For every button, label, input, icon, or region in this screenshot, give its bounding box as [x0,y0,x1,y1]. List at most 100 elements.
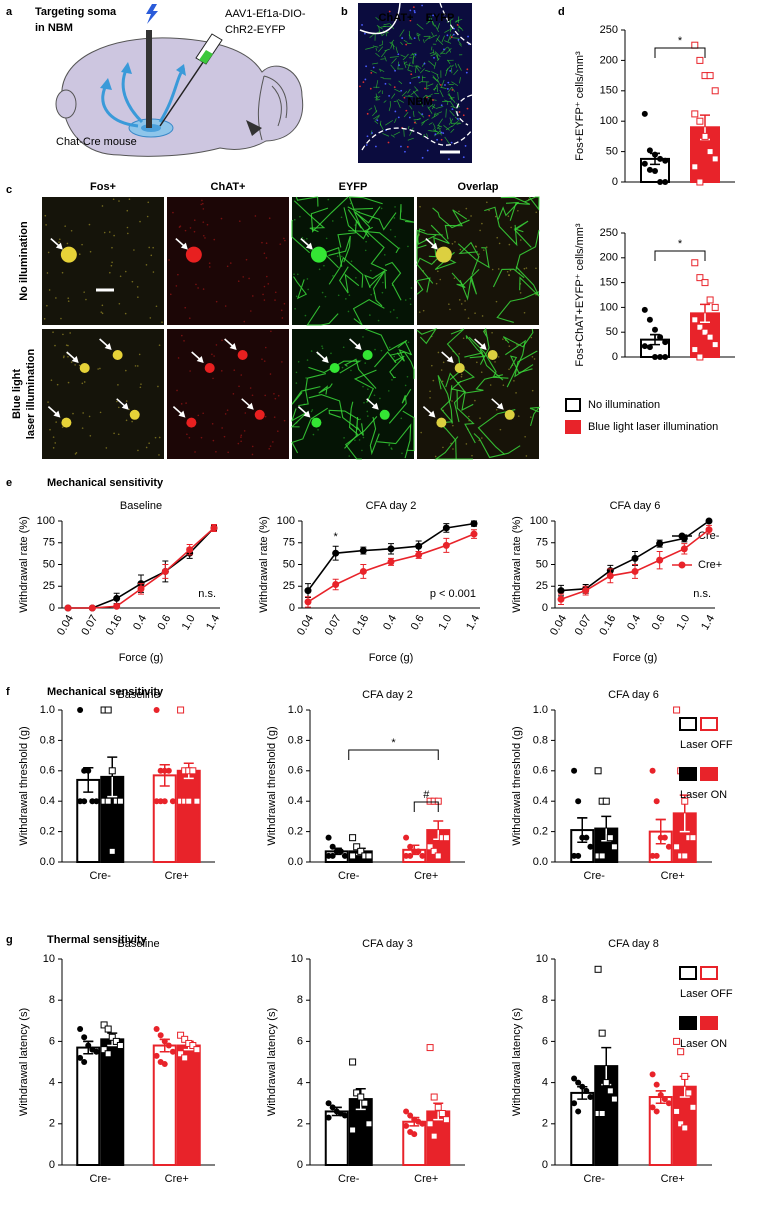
data-point [673,843,681,851]
speck [52,331,54,334]
speck [364,249,367,252]
nucleus [444,84,446,86]
nucleus [447,158,450,161]
data-point [434,852,442,860]
data-point [662,179,669,185]
speck [172,211,174,214]
cell [487,350,498,360]
x-tick-label: 0.16 [597,613,618,638]
neurite [295,196,319,207]
speck [410,287,413,289]
speck [474,399,476,402]
nucleus [362,81,365,84]
fiber [419,100,424,107]
speck [523,311,526,314]
speck [295,295,298,298]
legend-label: Laser OFF [680,988,733,1000]
fiber [401,90,408,97]
neurite [399,204,415,223]
nucleus [426,149,429,152]
data-point [157,1032,164,1039]
fiber [383,100,387,103]
fiber [432,123,436,128]
series-line [68,527,215,609]
nucleus [370,71,373,74]
fiber [417,34,420,42]
cell [454,363,465,373]
mouse-label: Chat-Cre mouse [56,136,137,148]
y-tick-label: 100 [600,115,618,127]
speck [136,286,139,288]
speck [119,275,122,278]
data-point [631,567,639,575]
fiber [391,93,396,99]
speck [272,441,274,443]
projection-arrow [121,62,132,74]
neurite [338,266,360,294]
speck [474,245,477,247]
speck [226,409,229,411]
speck [268,217,271,220]
speck [125,400,128,402]
speck [497,356,500,358]
speck [497,268,500,270]
fiber [390,134,395,138]
nucleus [434,133,437,136]
fiber [433,61,437,69]
data-point [365,1120,373,1128]
data-point [689,1103,697,1111]
data-point [598,1110,606,1117]
speck [324,295,327,298]
fiber [384,55,387,62]
data-point [104,797,112,805]
nucleus [466,68,469,71]
speck [460,373,463,376]
nucleus [440,104,443,107]
data-point [653,798,660,805]
fiber [447,86,453,93]
nucleus [462,156,465,159]
data-point [701,279,709,287]
neurite [479,327,490,365]
speck [281,361,283,363]
fiber [435,52,439,60]
speck [249,387,252,389]
significance: * [678,238,683,250]
x-tick-label: 0.07 [573,613,594,638]
nucleus [397,116,400,119]
speck [269,445,272,447]
chart-title: CFA day 3 [362,938,413,950]
speck [50,379,53,381]
data-point [691,163,699,171]
y-tick-label: 0.8 [288,734,303,746]
neurite [396,341,413,362]
fiber [449,100,455,109]
fiber [444,136,450,145]
stat-note: p < 0.001 [430,588,476,600]
fiber [434,111,443,116]
nucleus [450,141,453,144]
fiber [371,62,379,65]
neurite [432,207,470,229]
neurite [515,266,540,297]
nucleus [439,84,442,86]
speck [508,345,511,347]
speck [515,392,517,394]
fiber [393,100,397,103]
x-tick-label: 1.0 [180,613,198,632]
fiber [394,118,397,124]
row-label: Blue light [11,369,23,419]
fiber [428,122,433,125]
x-tick-label: Cre+ [661,1173,685,1185]
speck [44,214,47,217]
nucleus [440,138,443,141]
speck [506,270,509,273]
nucleus [371,132,373,134]
neurite [310,196,349,233]
speck [479,417,481,419]
error-bar-top [601,1046,612,1067]
speck [186,433,188,436]
data-point [442,541,450,549]
column-header: EYFP [339,181,368,193]
data-point [210,524,218,532]
